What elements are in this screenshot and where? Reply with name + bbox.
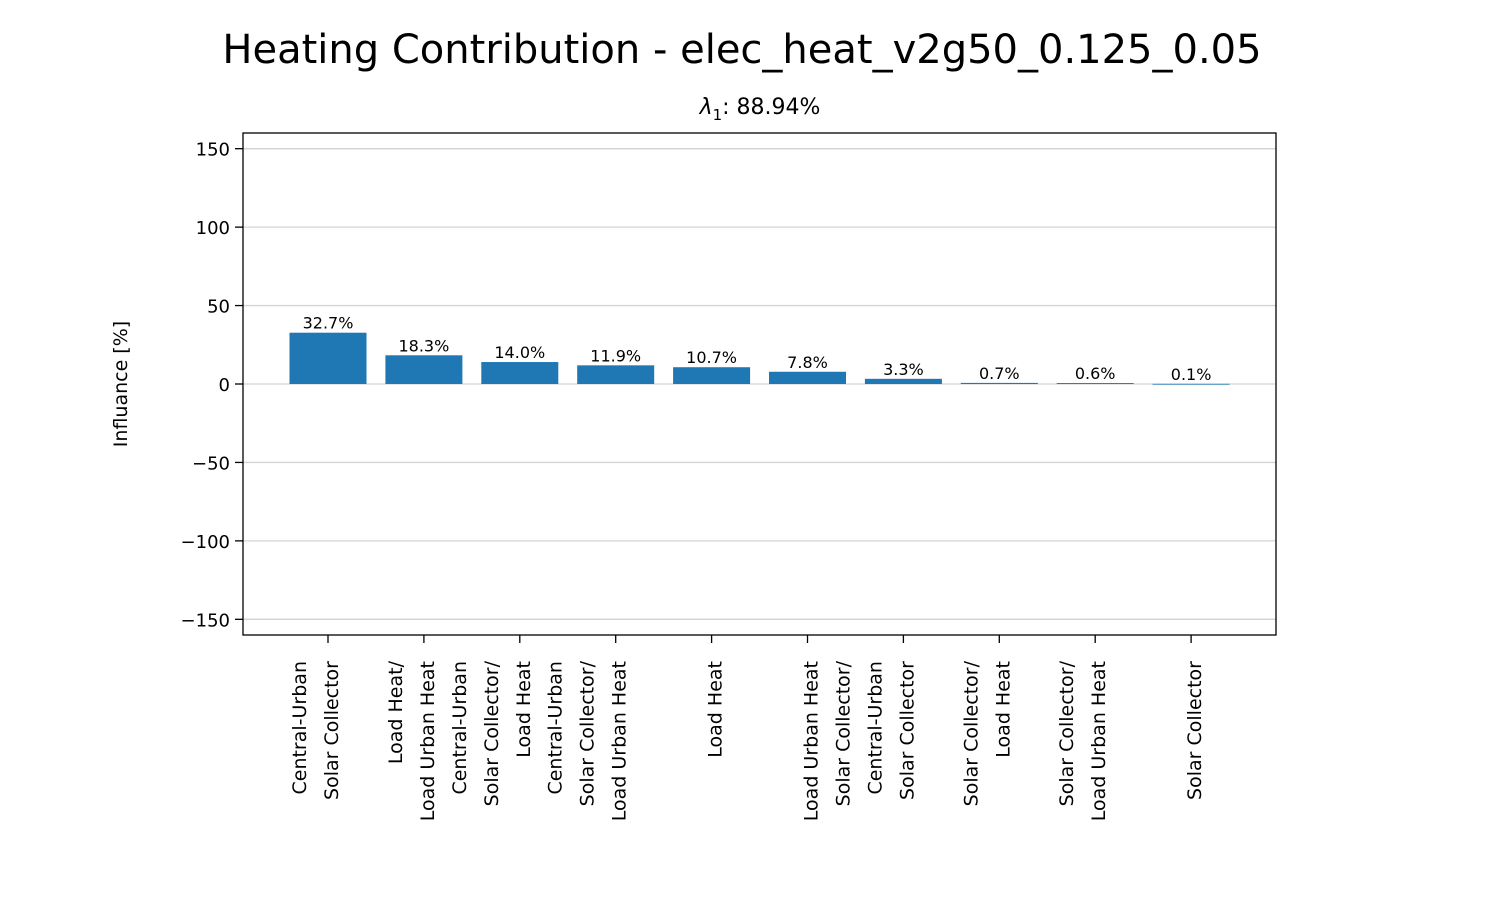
bar — [289, 332, 367, 384]
bar-data-label: 32.7% — [303, 314, 354, 333]
bars: 32.7% 18.3% 14.0% 11.9% 10.7% 7.8% 3.3% 0.7% 0.6… — [289, 314, 1230, 385]
x-tick-label: Load Urban Heat — [417, 661, 439, 821]
y-tick-label: −50 — [192, 453, 230, 474]
x-tick-label: Solar Collector/ — [832, 660, 854, 806]
x-tick-label: Load Urban Heat — [801, 661, 823, 821]
x-tick-label: Load Heat — [513, 661, 535, 758]
y-axis: −150 −100 −50 0 50 100 150 — [181, 140, 243, 631]
x-axis: Central-Urban Solar Collector Load Heat/Lo… — [289, 635, 1206, 821]
bar — [481, 362, 559, 384]
x-tick-label: Central-Urban — [449, 661, 471, 795]
bar — [1152, 383, 1230, 385]
bar — [769, 371, 846, 384]
bar-data-label: 18.3% — [398, 336, 449, 355]
bar — [1056, 383, 1134, 384]
x-tick-label: Solar Collector/ — [577, 660, 599, 806]
subtitle-subscript: 1 — [713, 106, 723, 124]
subtitle-value: : 88.94% — [722, 95, 820, 120]
x-tick-label: Solar Collector/ — [481, 660, 503, 806]
bar — [385, 355, 463, 384]
y-tick-label: 50 — [207, 297, 230, 318]
y-tick-label: −150 — [181, 610, 230, 631]
y-axis-label: Influance [%] — [110, 321, 132, 447]
bar-data-label: 3.3% — [883, 360, 924, 379]
chart-title: Heating Contribution - elec_heat_v2g50_0… — [222, 27, 1261, 73]
x-tick-label: Load Heat — [705, 661, 727, 758]
x-tick-label: Load Heat/ — [385, 660, 407, 764]
x-tick-label: Solar Collector — [321, 661, 343, 800]
y-tick-label: 150 — [196, 140, 230, 161]
x-tick-label: Central-Urban — [289, 661, 311, 795]
bar — [864, 378, 942, 384]
chart-subtitle: λ1: 88.94% — [699, 95, 821, 124]
bar-data-label: 0.6% — [1075, 364, 1116, 383]
x-tick-label: Central-Urban — [864, 661, 886, 795]
x-tick-label: Load Urban Heat — [609, 661, 631, 821]
x-tick-label: Solar Collector — [896, 661, 918, 800]
x-tick-label: Central-Urban — [545, 661, 567, 795]
y-tick-label: −100 — [181, 532, 230, 553]
bar — [960, 382, 1038, 384]
x-tick-label: Solar Collector/ — [960, 660, 982, 806]
bar-data-label: 0.1% — [1171, 365, 1212, 384]
x-tick-label: Load Heat — [992, 661, 1014, 758]
bar-data-label: 0.7% — [979, 364, 1020, 383]
bar-data-label: 14.0% — [494, 343, 545, 362]
subtitle-symbol: λ — [699, 95, 713, 120]
x-tick-label: Load Urban Heat — [1088, 661, 1110, 821]
x-tick-label: Solar Collector/ — [1056, 660, 1078, 806]
bar — [577, 365, 655, 384]
bar-data-label: 10.7% — [686, 348, 737, 367]
bar — [673, 367, 751, 384]
y-tick-label: 100 — [196, 218, 230, 239]
y-tick-label: 0 — [219, 375, 230, 396]
x-tick-label: Solar Collector — [1184, 661, 1206, 800]
bar-data-label: 11.9% — [590, 346, 641, 365]
bar-data-label: 7.8% — [787, 353, 828, 372]
